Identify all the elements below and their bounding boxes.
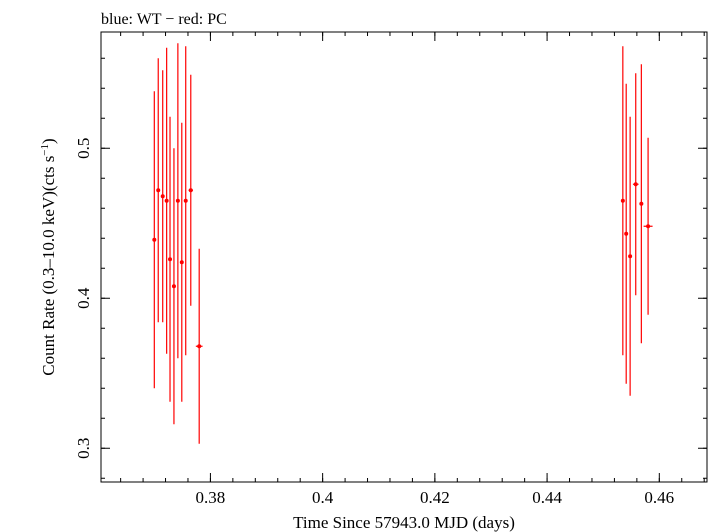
data-point: [156, 58, 161, 323]
y-axis-label-superscript: −1: [39, 144, 51, 156]
y-axis-label: Count Rate (0.3–10.0 keV)(cts s−1): [39, 138, 58, 375]
data-point: [195, 248, 203, 444]
point-marker: [156, 188, 161, 193]
data-point: [188, 74, 194, 306]
data-point: [628, 116, 633, 396]
x-tick-label: 0.44: [532, 488, 562, 507]
data-point: [179, 122, 184, 402]
point-marker: [164, 198, 169, 203]
point-marker: [168, 257, 173, 262]
data-point: [639, 64, 644, 344]
y-axis-ticks: 0.3 0.4 0.5: [74, 57, 707, 479]
data-point: [175, 43, 180, 359]
data-point: [624, 83, 629, 384]
y-axis-label-close: ): [39, 138, 58, 144]
point-marker: [171, 284, 176, 289]
point-marker: [620, 198, 625, 203]
data-point: [183, 46, 188, 356]
data-point: [152, 91, 157, 389]
x-tick-label: 0.46: [644, 488, 674, 507]
y-tick-label: 0.4: [74, 287, 93, 309]
x-axis-ticks: 0.38 0.4 0.42 0.44 0.46: [120, 32, 705, 507]
data-point: [164, 47, 169, 354]
point-marker: [188, 188, 193, 193]
plot-frame: [100, 31, 708, 483]
data-point: [160, 70, 165, 323]
data-point: [632, 73, 639, 296]
chart-title: blue: WT − red: PC: [101, 11, 227, 28]
x-tick-label: 0.38: [196, 488, 226, 507]
point-marker: [179, 260, 184, 265]
point-marker: [633, 182, 638, 187]
point-marker: [183, 198, 188, 203]
x-tick-label: 0.42: [420, 488, 450, 507]
data-point: [168, 116, 173, 402]
data-point: [620, 46, 625, 356]
point-marker: [175, 198, 180, 203]
point-marker: [160, 194, 165, 199]
point-marker: [646, 224, 651, 229]
point-marker: [628, 254, 633, 259]
point-marker: [639, 201, 644, 206]
point-marker: [152, 237, 157, 242]
y-tick-label: 0.3: [74, 438, 93, 459]
y-tick-label: 0.5: [74, 138, 93, 159]
y-axis-label-main: Count Rate (0.3–10.0 keV)(cts s: [39, 156, 58, 376]
data-point: [171, 148, 176, 425]
point-marker: [624, 231, 629, 236]
data-points: [152, 43, 653, 444]
x-axis-label: Time Since 57943.0 MJD (days): [293, 513, 515, 532]
point-marker: [197, 344, 202, 349]
x-tick-label: 0.4: [312, 488, 334, 507]
data-point: [643, 137, 653, 315]
